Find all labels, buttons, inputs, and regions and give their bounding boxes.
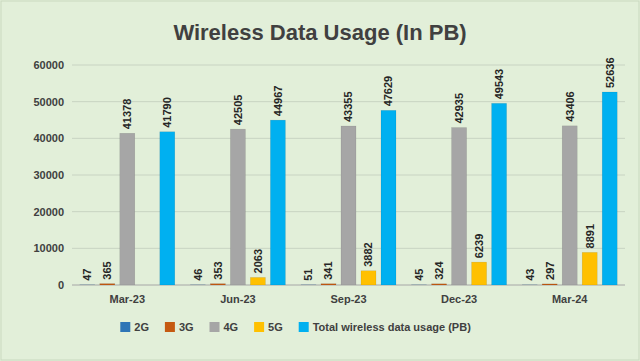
- data-label: 46: [192, 269, 204, 281]
- x-tick-label: Mar-24: [552, 293, 588, 305]
- bar: [100, 284, 115, 285]
- data-label: 51: [303, 269, 315, 281]
- bar: [452, 128, 467, 285]
- bar: [522, 284, 537, 285]
- legend: 2G 3G 4G 5G Total wireless data usage (PB): [120, 321, 471, 333]
- legend-swatch: [120, 322, 130, 332]
- bar: [562, 126, 577, 285]
- data-label: 42935: [453, 93, 465, 124]
- bar: [80, 284, 95, 285]
- data-label: 44967: [272, 86, 284, 117]
- data-label: 353: [212, 261, 224, 279]
- bar: [542, 284, 557, 285]
- x-tick-label: Sep-23: [330, 293, 366, 305]
- legend-label: 3G: [179, 321, 194, 333]
- data-label: 49543: [493, 69, 505, 100]
- bar: [602, 92, 617, 285]
- grid-line: [72, 65, 625, 66]
- y-tick-label: 60000: [33, 59, 64, 71]
- bar: [321, 284, 336, 285]
- bar: [381, 110, 396, 285]
- bar: [412, 284, 427, 285]
- y-tick-label: 0: [58, 279, 64, 291]
- legend-label: Total wireless data usage (PB): [313, 321, 471, 333]
- data-label: 42505: [232, 95, 244, 126]
- bar: [250, 277, 265, 285]
- legend-swatch: [254, 322, 264, 332]
- legend-label: 4G: [224, 321, 239, 333]
- bar: [190, 284, 205, 285]
- legend-swatch: [210, 322, 220, 332]
- bar: [472, 262, 487, 285]
- bar: [492, 103, 507, 285]
- data-label: 3882: [363, 242, 375, 266]
- data-label: 41790: [161, 97, 173, 128]
- bar: [582, 252, 597, 285]
- data-label: 8891: [584, 224, 596, 248]
- y-tick-label: 40000: [33, 132, 64, 144]
- bar: [120, 133, 135, 285]
- y-tick-label: 30000: [33, 169, 64, 181]
- data-label: 47629: [383, 76, 395, 107]
- chart: Wireless Data Usage (In PB) 0 10000 20000 30…: [0, 0, 640, 361]
- x-tick-label: Dec-23: [441, 293, 477, 305]
- y-tick-label: 20000: [33, 206, 64, 218]
- bar: [341, 126, 356, 285]
- data-label: 43: [524, 269, 536, 281]
- data-label: 43355: [343, 91, 355, 122]
- bars: [80, 92, 617, 285]
- bar: [160, 132, 175, 285]
- y-tick-label: 10000: [33, 242, 64, 254]
- data-label: 43406: [564, 91, 576, 122]
- x-tick-label: Mar-23: [110, 293, 145, 305]
- legend-label: 2G: [134, 321, 149, 333]
- legend-label: 5G: [268, 321, 283, 333]
- y-tick-label: 50000: [33, 96, 64, 108]
- bar: [270, 120, 285, 285]
- bar: [361, 271, 376, 285]
- data-label: 45: [413, 269, 425, 281]
- bar: [210, 284, 225, 285]
- bar: [432, 284, 447, 285]
- background: [1, 1, 639, 360]
- data-label: 365: [101, 261, 113, 279]
- data-label: 41378: [121, 99, 133, 130]
- x-tick-label: Jun-23: [220, 293, 255, 305]
- data-label: 324: [433, 261, 445, 280]
- data-label: 341: [323, 261, 335, 279]
- bar: [301, 284, 316, 285]
- legend-swatch: [165, 322, 175, 332]
- bar: [230, 129, 245, 285]
- title: Wireless Data Usage (In PB): [173, 20, 466, 45]
- data-label: 47: [81, 269, 93, 281]
- data-label: 52636: [604, 57, 616, 88]
- data-label: 6239: [473, 234, 485, 258]
- data-label: 2063: [252, 249, 264, 273]
- data-label: 297: [544, 262, 556, 280]
- legend-swatch: [299, 322, 309, 332]
